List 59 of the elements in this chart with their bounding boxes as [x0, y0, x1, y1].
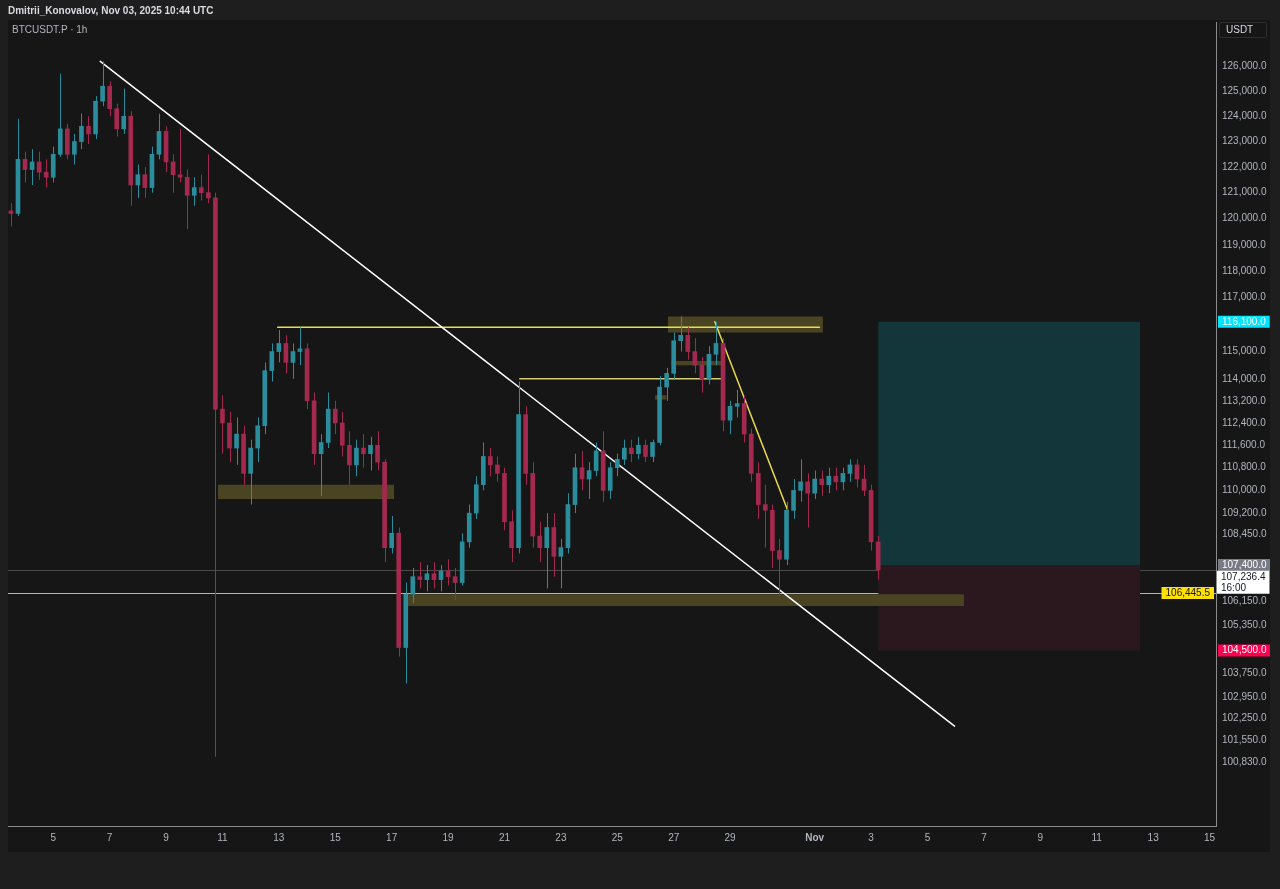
y-tick-label: 124,000.0 — [1222, 110, 1267, 122]
x-tick-label: 27 — [668, 831, 680, 843]
y-tick-label: 114,000.0 — [1222, 372, 1267, 384]
y-tick-label: 101,550.0 — [1222, 733, 1267, 745]
y-tick-label: 112,400.0 — [1222, 416, 1267, 428]
x-tick-label: 9 — [163, 831, 170, 843]
y-tick-label: 105,350.0 — [1222, 618, 1267, 630]
y-tick-label: 102,250.0 — [1222, 712, 1267, 724]
y-tick-label: 125,000.0 — [1222, 84, 1267, 96]
y-tick-label: 115,000.0 — [1222, 345, 1267, 357]
x-tick-label: 7 — [981, 831, 988, 843]
y-tick-label: 102,950.0 — [1222, 690, 1267, 702]
y-tick-label: 117,000.0 — [1222, 291, 1267, 303]
y-tick-label: 103,750.0 — [1222, 666, 1267, 678]
x-tick-label: 29 — [724, 831, 737, 843]
y-tick-label: 111,600.0 — [1222, 439, 1266, 451]
y-tick-label: 104,500.0 — [1222, 644, 1267, 656]
candlestick — [72, 133, 77, 165]
x-tick-label: 5 — [924, 831, 931, 843]
x-tick-label: 23 — [555, 831, 567, 843]
candlestick — [763, 484, 768, 549]
y-tick-label: 116,100.0 — [1222, 315, 1267, 327]
y-tick-label: 107,400.0 — [1222, 558, 1267, 570]
x-tick-label: 5 — [50, 831, 57, 843]
candlestick — [777, 538, 782, 598]
y-tick-label: 122,000.0 — [1222, 160, 1267, 172]
x-tick-label: 11 — [1091, 831, 1103, 843]
y-tick-label: 120,000.0 — [1222, 212, 1267, 224]
y-tick-label: 123,000.0 — [1222, 135, 1267, 147]
y-tick-label: 100,830.0 — [1222, 755, 1267, 767]
x-tick-label: 17 — [386, 831, 398, 843]
x-tick-label: Nov — [805, 831, 825, 843]
x-tick-label: 25 — [611, 831, 624, 843]
chart-title: BTCUSDT.P · 1h — [12, 24, 88, 36]
y-tick-label: 119,000.0 — [1222, 238, 1267, 250]
y-tick-label: 113,200.0 — [1222, 394, 1267, 406]
y-tick-label: 110,800.0 — [1222, 461, 1267, 473]
x-tick-label: 21 — [498, 831, 511, 843]
candlestick — [191, 176, 197, 207]
x-tick-label: 7 — [106, 831, 113, 843]
x-tick-label: 9 — [1037, 831, 1044, 843]
y-tick-label: 109,200.0 — [1222, 506, 1267, 518]
x-tick-label: 13 — [273, 831, 285, 843]
y-tick-label: 126,000.0 — [1222, 60, 1267, 72]
y-tick-label: 110,000.0 — [1222, 484, 1267, 496]
ref-line-label: 107,236.4 16:00 — [1221, 570, 1266, 593]
x-tick-label: 11 — [217, 831, 229, 843]
ref-line-label: 106,445.5 — [1165, 587, 1211, 599]
x-tick-label: 15 — [329, 831, 342, 843]
text: Dmitrii_Konovalov, Nov 03, 2025 10:44 UTC — [8, 4, 214, 17]
x-tick-label: 19 — [442, 831, 455, 843]
x-tick-label: 15 — [1203, 831, 1216, 843]
y-tick-label: 118,000.0 — [1222, 264, 1267, 276]
x-tick-label: 13 — [1147, 831, 1160, 843]
y-tick-label: 121,000.0 — [1222, 186, 1267, 198]
x-tick-label: 3 — [868, 831, 875, 843]
y-tick-label: 108,450.0 — [1222, 528, 1267, 540]
y-tick-label: 106,150.0 — [1222, 595, 1267, 607]
y-axis-title: USDT — [1219, 22, 1267, 38]
